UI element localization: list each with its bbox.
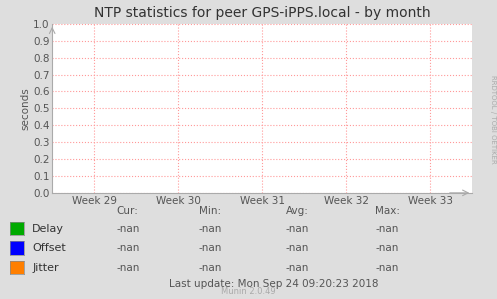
Text: -nan: -nan — [375, 263, 399, 273]
Title: NTP statistics for peer GPS-iPPS.local - by month: NTP statistics for peer GPS-iPPS.local -… — [94, 6, 430, 20]
Text: -nan: -nan — [286, 224, 309, 234]
Y-axis label: seconds: seconds — [20, 87, 30, 130]
Text: -nan: -nan — [117, 263, 140, 273]
Text: -nan: -nan — [375, 224, 399, 234]
Text: Max:: Max: — [375, 206, 400, 216]
Text: Offset: Offset — [32, 243, 66, 253]
Text: Delay: Delay — [32, 224, 64, 234]
Text: -nan: -nan — [199, 263, 222, 273]
Text: -nan: -nan — [199, 243, 222, 253]
Text: -nan: -nan — [286, 243, 309, 253]
Text: RRDTOOL / TOBI OETIKER: RRDTOOL / TOBI OETIKER — [490, 75, 496, 164]
Text: Jitter: Jitter — [32, 263, 59, 273]
Text: -nan: -nan — [375, 243, 399, 253]
Text: -nan: -nan — [117, 243, 140, 253]
Text: Avg:: Avg: — [286, 206, 309, 216]
Text: Cur:: Cur: — [117, 206, 139, 216]
Text: -nan: -nan — [117, 224, 140, 234]
Text: -nan: -nan — [286, 263, 309, 273]
Text: Munin 2.0.49: Munin 2.0.49 — [221, 287, 276, 296]
Text: -nan: -nan — [199, 224, 222, 234]
Text: Min:: Min: — [199, 206, 221, 216]
Text: Last update: Mon Sep 24 09:20:23 2018: Last update: Mon Sep 24 09:20:23 2018 — [168, 279, 378, 289]
